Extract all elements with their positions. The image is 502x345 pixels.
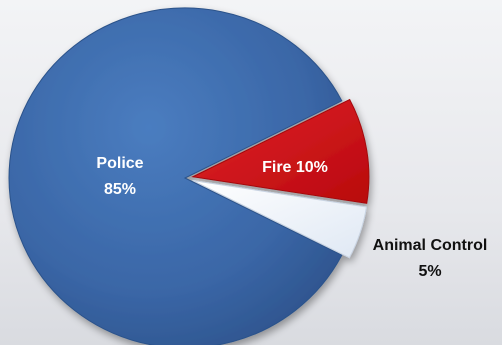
fire-label: Fire 10% [262, 159, 328, 176]
police-label: Police [96, 155, 143, 172]
pie-slice-animal-control [192, 179, 368, 259]
police-value-label: 85% [104, 181, 136, 198]
animal-control-value-label: 5% [418, 263, 441, 280]
pie-slice-police [8, 7, 343, 345]
pie-slice-fire [191, 98, 370, 204]
animal-control-label: Animal Control [373, 237, 488, 254]
